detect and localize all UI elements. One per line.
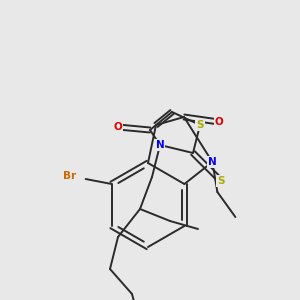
Text: O: O (114, 122, 122, 132)
Text: N: N (208, 157, 217, 167)
Text: S: S (217, 176, 225, 186)
Text: Br: Br (63, 171, 76, 181)
Text: S: S (196, 120, 204, 130)
Text: N: N (156, 140, 164, 150)
Text: O: O (214, 117, 224, 127)
